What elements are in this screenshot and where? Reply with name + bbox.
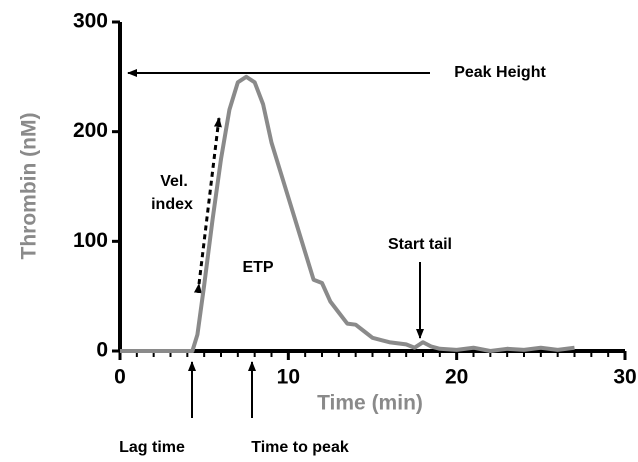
annotation: Vel. [160,173,188,190]
y-tick-label: 100 [73,229,108,252]
y-tick-label: 200 [73,119,108,142]
annotation: ETP [242,259,273,276]
annotation: index [151,196,193,213]
x-tick-label: 20 [445,366,468,389]
x-axis-label: Time (min) [317,392,423,415]
annotation: Time to peak [251,439,349,456]
annotation: Peak Height [454,64,546,81]
y-axis-label: Thrombin (nM) [18,113,41,260]
y-tick-label: 0 [96,339,108,362]
y-tick-label: 300 [73,10,108,33]
data-line [120,74,575,353]
x-tick-label: 0 [114,366,126,389]
annotation: Lag time [119,439,185,456]
x-tick-label: 30 [613,366,636,389]
velocity-arrow [193,117,222,294]
annotation: Start tail [388,236,452,253]
x-tick-label: 10 [277,366,300,389]
